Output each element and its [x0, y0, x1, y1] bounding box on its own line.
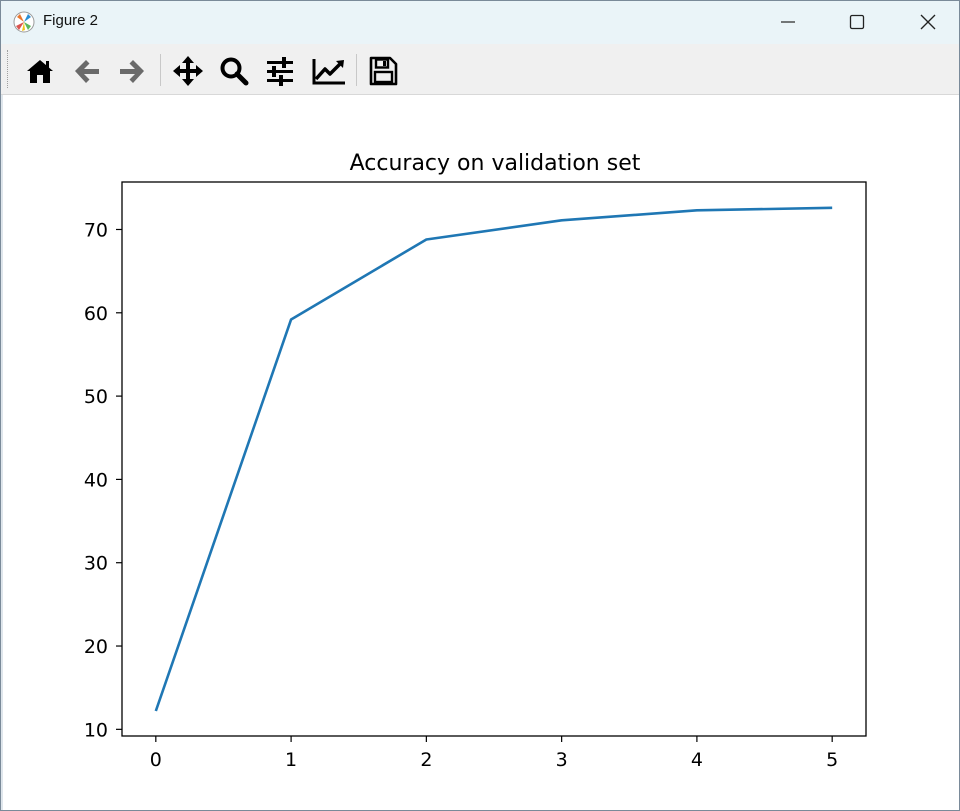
- back-arrow-icon: [75, 60, 99, 83]
- zoom-button[interactable]: [216, 53, 252, 89]
- edit-axes-button[interactable]: [309, 53, 345, 89]
- figure-canvas[interactable]: Accuracy on validation set 0 1 2 3 4 5 10 20 30 4…: [1, 95, 959, 810]
- home-button[interactable]: [22, 53, 58, 89]
- window-title: Figure 2: [43, 12, 99, 29]
- x-tick-label: 5: [826, 749, 838, 771]
- y-tick-label: 30: [84, 553, 108, 575]
- y-tick-label: 60: [84, 303, 108, 325]
- pan-move-icon: [173, 56, 203, 86]
- y-tick-label: 20: [84, 636, 108, 658]
- toolbar-grip[interactable]: [7, 50, 10, 88]
- toolbar-separator: [356, 54, 357, 86]
- window-left-edge: [1, 95, 3, 810]
- title-bar[interactable]: Figure 2: [1, 1, 959, 44]
- line-chart[interactable]: Accuracy on validation set 0 1 2 3 4 5 10 20 30 4…: [1, 95, 959, 810]
- close-icon: [920, 14, 936, 30]
- forward-arrow-icon: [120, 60, 144, 83]
- x-tick-label: 1: [285, 749, 297, 771]
- x-tick-label: 4: [691, 749, 703, 771]
- subplots-button[interactable]: [262, 53, 298, 89]
- minimize-button[interactable]: [765, 1, 811, 44]
- x-tick-label: 2: [420, 749, 432, 771]
- navigation-toolbar: [1, 44, 959, 95]
- x-tick-label: 3: [556, 749, 568, 771]
- forward-button[interactable]: [114, 53, 150, 89]
- y-tick-label: 10: [84, 719, 108, 741]
- edit-axes-icon: [312, 59, 345, 85]
- save-button[interactable]: [365, 53, 401, 89]
- y-tick-label: 50: [84, 386, 108, 408]
- y-tick-label: 70: [84, 219, 108, 241]
- maximize-button[interactable]: [834, 1, 880, 44]
- toolbar-separator: [160, 54, 161, 86]
- maximize-icon: [849, 14, 865, 30]
- close-button[interactable]: [905, 1, 951, 44]
- series-line: [154, 206, 833, 712]
- pan-button[interactable]: [170, 53, 206, 89]
- y-tick-label: 40: [84, 469, 108, 491]
- save-floppy-icon: [369, 56, 398, 86]
- chart-title: Accuracy on validation set: [350, 151, 641, 176]
- axis-ticks: 0 1 2 3 4 5 10 20 30 40 50 60 70: [84, 219, 838, 771]
- matplotlib-logo-icon: [13, 11, 35, 33]
- minimize-icon: [781, 21, 795, 23]
- axes-frame: [121, 181, 867, 737]
- x-tick-label: 0: [150, 749, 162, 771]
- back-button[interactable]: [69, 53, 105, 89]
- subplots-sliders-icon: [267, 57, 293, 86]
- zoom-magnifier-icon: [220, 57, 249, 86]
- home-icon: [27, 60, 53, 83]
